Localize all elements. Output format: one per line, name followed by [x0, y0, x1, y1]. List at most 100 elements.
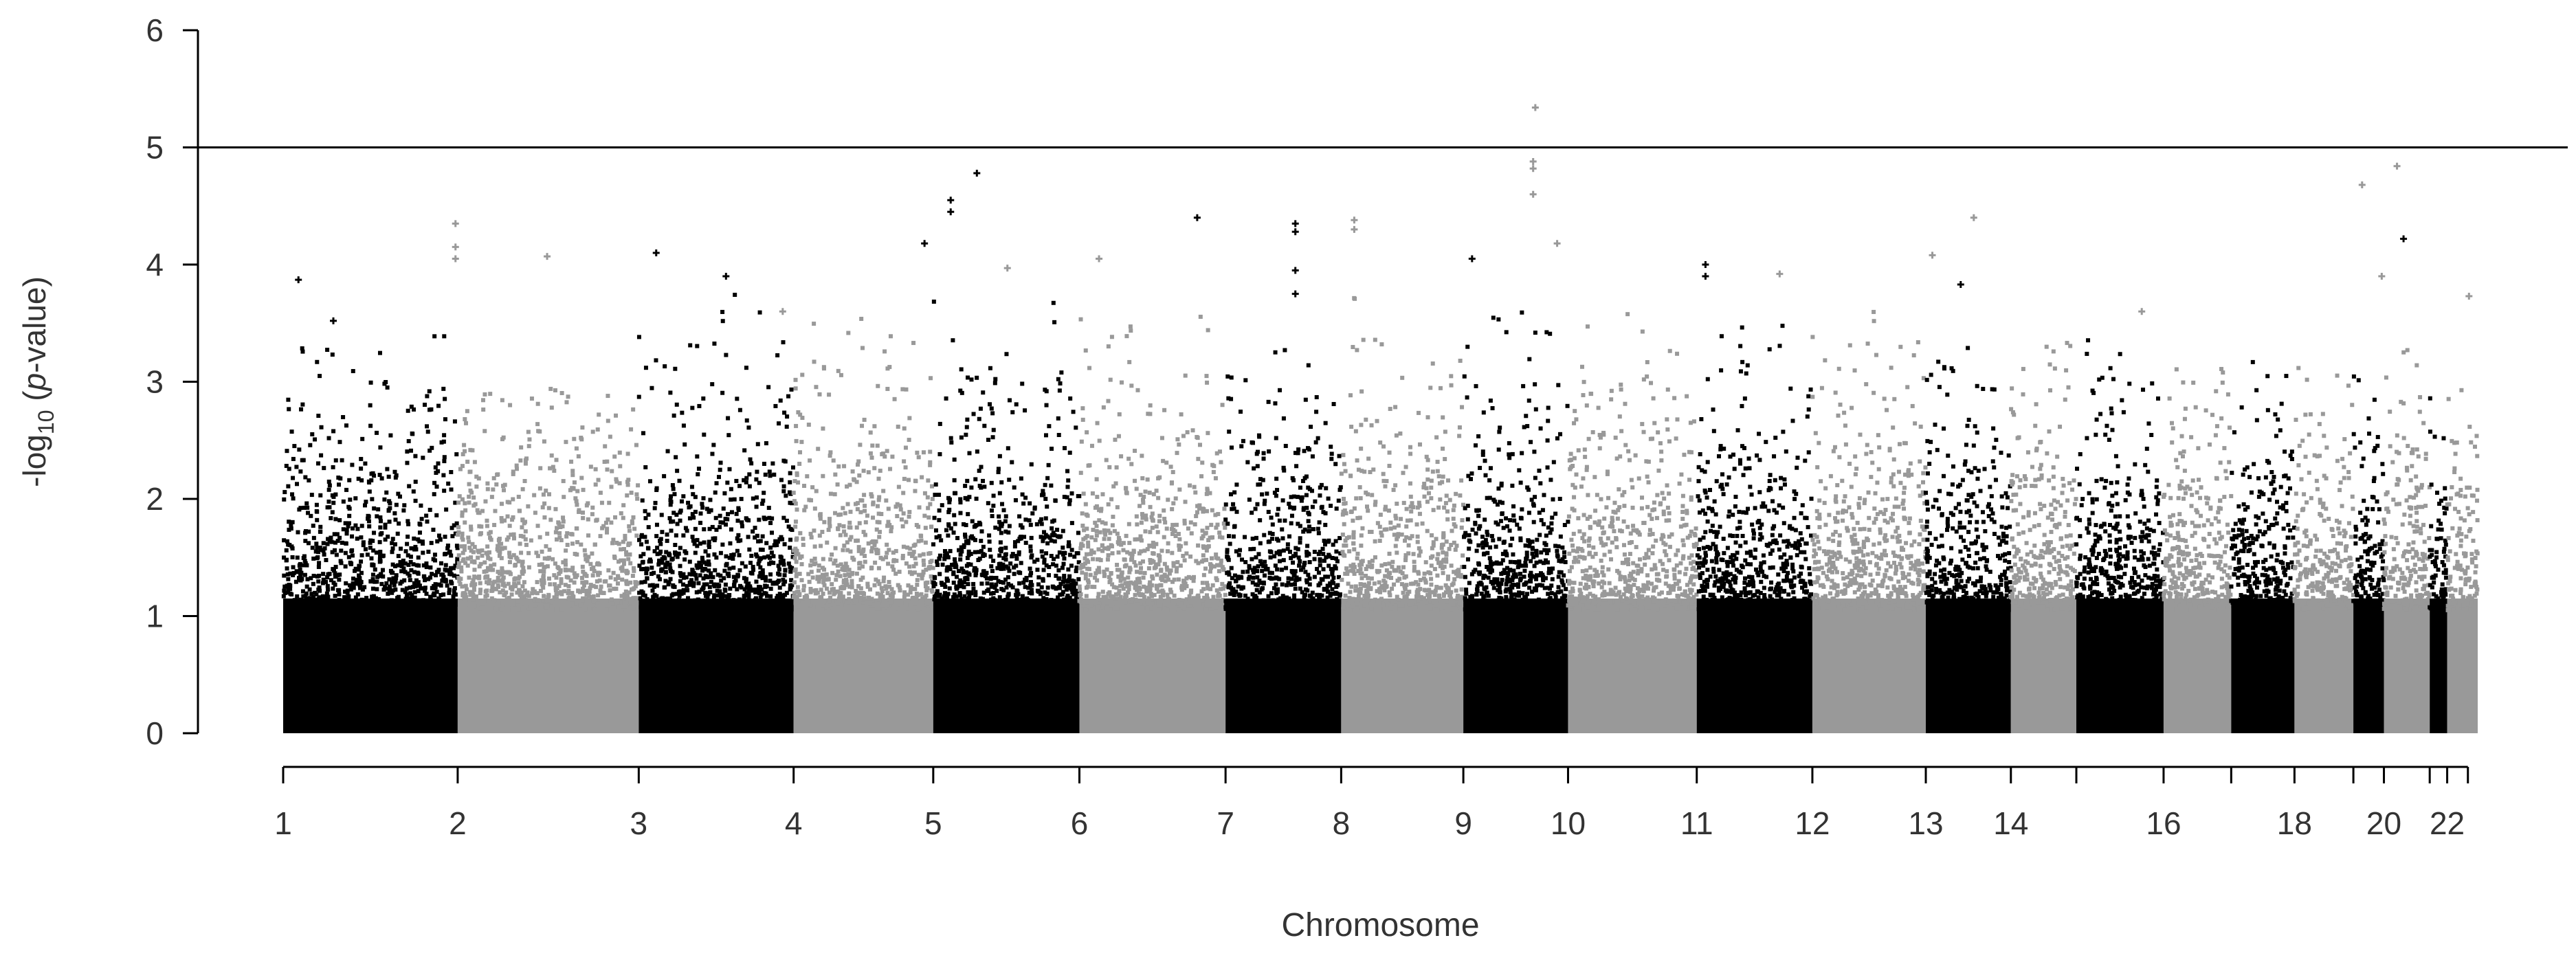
snp-point [432, 334, 437, 339]
snp-point [817, 568, 821, 573]
snp-point [994, 575, 999, 580]
snp-point [465, 556, 470, 561]
snp-point [436, 403, 441, 408]
snp-point [566, 591, 570, 596]
snp-point [681, 590, 686, 595]
snp-point [726, 416, 731, 421]
snp-point [669, 520, 674, 524]
snp-point [1226, 585, 1231, 590]
snp-point [1012, 544, 1017, 549]
snp-point [697, 589, 702, 594]
snp-point [728, 603, 733, 607]
snp-point [463, 597, 468, 602]
snp-point [874, 598, 879, 603]
snp-point [310, 607, 315, 612]
snp-point [718, 460, 723, 465]
snp-point [538, 569, 543, 574]
chromosome-core-6 [1079, 598, 1226, 733]
snp-point [1274, 582, 1278, 587]
snp-point [409, 404, 414, 409]
snp-point [718, 467, 722, 472]
snp-point [704, 605, 709, 610]
snp-point [887, 365, 892, 370]
snp-point [821, 473, 825, 478]
snp-point [537, 535, 542, 539]
snp-point [1052, 539, 1057, 544]
snp-point [747, 472, 752, 477]
snp-point [463, 421, 468, 425]
snp-point [460, 464, 465, 469]
snp-point [1040, 554, 1045, 559]
snp-point [850, 555, 855, 560]
snp-point [668, 390, 673, 395]
snp-point [1403, 558, 1408, 563]
snp-point [413, 480, 418, 484]
snp-point [453, 500, 458, 505]
snp-point [920, 603, 924, 607]
snp-point [974, 496, 979, 501]
snp-point [1131, 550, 1136, 555]
snp-point [842, 464, 847, 469]
snp-point [1030, 591, 1034, 596]
snp-point [1408, 481, 1412, 486]
snp-point [858, 498, 863, 503]
snp-point [1188, 483, 1192, 488]
snp-point [683, 526, 688, 531]
snp-point [874, 606, 879, 611]
snp-point [1115, 562, 1120, 567]
snp-point [428, 507, 432, 512]
snp-point [1126, 522, 1131, 526]
snp-point [510, 605, 515, 610]
snp-point [359, 601, 364, 605]
snp-point [1162, 561, 1167, 566]
snp-point [579, 542, 584, 547]
snp-point [859, 317, 864, 322]
snp-point [1155, 530, 1160, 535]
snp-point [1183, 373, 1188, 378]
snp-point [678, 510, 682, 515]
snp-point [899, 517, 904, 522]
snp-point [836, 569, 841, 574]
snp-point [1305, 544, 1310, 548]
snp-point [1023, 517, 1028, 522]
snp-point [654, 522, 659, 527]
snp-point [1147, 490, 1152, 495]
snp-point [820, 601, 825, 606]
snp-point [1225, 374, 1230, 379]
snp-point [1107, 590, 1112, 594]
snp-point [599, 500, 604, 505]
snp-point [441, 575, 446, 580]
snp-point [1175, 437, 1180, 442]
snp-point [991, 427, 996, 432]
snp-point [1217, 449, 1222, 454]
snp-point [732, 497, 737, 502]
snp-point [1307, 487, 1312, 491]
snp-point [1012, 605, 1017, 610]
snp-point [841, 548, 845, 552]
snp-point [793, 501, 798, 506]
snp-point [1241, 603, 1246, 608]
snp-point [359, 466, 364, 471]
snp-point [1077, 493, 1082, 498]
snp-point [876, 601, 881, 606]
snp-point [1121, 541, 1126, 546]
snp-point [1047, 606, 1052, 611]
snp-point [1378, 590, 1383, 594]
snp-point [1025, 605, 1030, 610]
snp-point [639, 554, 643, 559]
snp-point [1171, 501, 1176, 506]
snp-point [589, 595, 594, 600]
snp-point [452, 566, 456, 570]
snp-point [1258, 518, 1263, 523]
snp-point [997, 599, 1002, 604]
snp-point [703, 590, 708, 595]
snp-point [1266, 539, 1271, 544]
snp-point [1058, 534, 1063, 539]
snp-point [449, 566, 454, 570]
snp-point [1250, 557, 1254, 561]
snp-point [597, 412, 601, 417]
snp-point [1039, 585, 1044, 590]
snp-point [1109, 594, 1114, 599]
snp-point [505, 514, 510, 519]
snp-point [1045, 476, 1050, 480]
